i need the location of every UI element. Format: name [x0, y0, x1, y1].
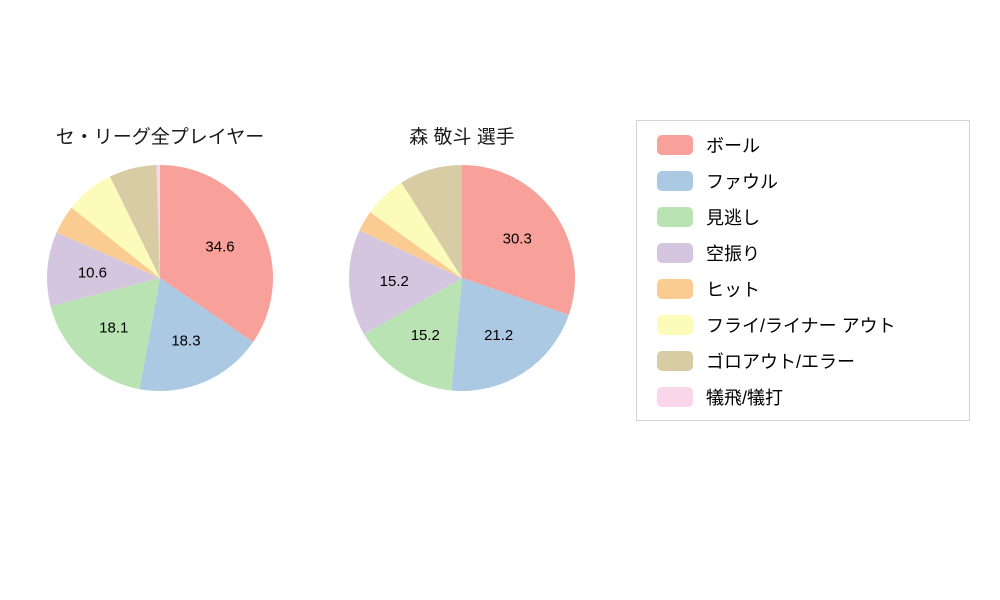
pie-slice-called-strike	[364, 278, 462, 391]
legend-swatch-ground-out-error	[657, 350, 693, 371]
slice-label-swinging-strike: 10.6	[78, 264, 107, 281]
pie-slice-fly-liner-out	[370, 182, 462, 278]
pie-slice-ground-out-error	[401, 165, 462, 278]
legend-label-sacrifice: 犠飛/犠打	[706, 387, 784, 408]
pie-slice-ball	[462, 165, 575, 315]
legend-swatch-hit	[657, 278, 693, 299]
slice-label-foul: 21.2	[484, 327, 513, 344]
chart-title-league: セ・リーグ全プレイヤー	[55, 127, 265, 148]
legend-label-hit: ヒット	[706, 279, 760, 300]
pie-slice-swinging-strike	[47, 232, 160, 307]
legend-label-called-strike: 見逃し	[706, 207, 760, 228]
pie-slice-fly-liner-out	[71, 176, 160, 278]
legend-swatch-fly-liner-out	[657, 314, 693, 335]
legend-item-hit: ヒット	[657, 277, 951, 300]
pie-slice-swinging-strike	[349, 230, 462, 335]
pie-slice-ground-out-error	[109, 165, 160, 278]
slice-label-called-strike: 15.2	[411, 327, 440, 344]
legend-item-ground-out-error: ゴロアウト/エラー	[657, 349, 951, 372]
legend-swatch-sacrifice	[657, 386, 693, 407]
legend-item-ball: ボール	[657, 133, 951, 156]
legend-swatch-ball	[657, 134, 693, 155]
legend: ボールファウル見逃し空振りヒットフライ/ライナー アウト ゴロアウト/エラー 犠飛/…	[636, 120, 970, 421]
pie-slice-called-strike	[50, 278, 160, 390]
legend-label-ball: ボール	[706, 135, 760, 156]
chart-player: 森 敬斗 選手 30.3 21.2 15.2 15.2	[337, 122, 587, 393]
slice-label-foul: 18.3	[171, 333, 200, 350]
legend-item-swinging-strike: 空振り	[657, 241, 951, 264]
legend-label-ground-out-error: ゴロアウト/エラー	[706, 351, 856, 372]
pie-slice-hit	[56, 207, 161, 278]
legend-swatch-foul	[657, 170, 693, 191]
pie-slice-sacrifice	[156, 165, 160, 278]
slice-label-called-strike: 18.1	[99, 320, 128, 337]
pie-slice-ball	[160, 165, 273, 343]
pie-player: 30.3 21.2 15.2 15.2	[349, 165, 575, 391]
pie-slice-hit	[359, 212, 462, 278]
legend-label-foul: ファウル	[706, 171, 778, 192]
legend-swatch-called-strike	[657, 206, 693, 227]
chart-league: セ・リーグ全プレイヤー 34.6 18.3 18.1 10.6	[35, 122, 285, 393]
pie-slice-foul	[451, 278, 569, 391]
slice-label-ball: 34.6	[205, 238, 234, 255]
chart-title-player: 森 敬斗 選手	[409, 127, 515, 148]
slice-label-ball: 30.3	[503, 231, 532, 248]
legend-swatch-swinging-strike	[657, 242, 693, 263]
legend-item-sacrifice: 犠飛/犠打	[657, 385, 951, 408]
legend-item-fly-liner-out: フライ/ライナー アウト	[657, 313, 951, 336]
legend-item-called-strike: 見逃し	[657, 205, 951, 228]
legend-label-swinging-strike: 空振り	[706, 243, 760, 264]
legend-label-fly-liner-out: フライ/ライナー アウト	[706, 315, 896, 336]
pie-slice-foul	[139, 278, 254, 391]
pie-league: 34.6 18.3 18.1 10.6	[47, 165, 273, 391]
legend-item-foul: ファウル	[657, 169, 951, 192]
slice-label-swinging-strike: 15.2	[380, 273, 409, 290]
